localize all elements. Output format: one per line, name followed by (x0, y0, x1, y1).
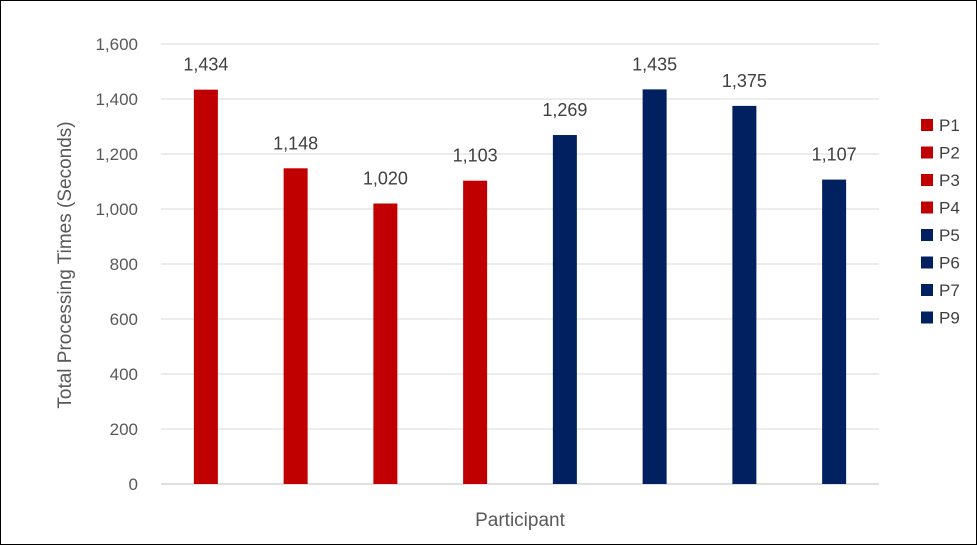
y-tick-label: 800 (110, 255, 138, 274)
bars (193, 89, 847, 485)
legend-label-p2: P2 (939, 144, 960, 163)
bar-p2 (283, 168, 308, 485)
legend-label-p3: P3 (939, 171, 960, 190)
legend-label-p1: P1 (939, 116, 960, 135)
legend-swatch-p6 (921, 256, 933, 269)
data-labels: 1,434 1,148 1,020 1,103 1,269 1,435 1,375 1,107 (183, 54, 856, 188)
legend-label-p6: P6 (939, 254, 960, 273)
legend-swatch-p7 (921, 284, 933, 296)
data-label-p2: 1,148 (273, 133, 318, 153)
y-tick-label: 1,000 (95, 200, 138, 219)
y-tick-label: 400 (110, 365, 138, 384)
bar-p1 (193, 89, 218, 485)
bar-p3 (373, 203, 398, 484)
y-tick-label: 1,600 (95, 35, 138, 54)
y-axis-title: Total Processing Times (Seconds) (55, 121, 76, 408)
legend-label-p7: P7 (939, 281, 960, 300)
y-axis-ticks: 0 200 400 600 800 1,000 1,200 1,400 1,600 (95, 35, 138, 494)
legend-label-p4: P4 (939, 199, 960, 218)
data-label-p7: 1,375 (722, 71, 767, 91)
data-label-p6: 1,435 (632, 54, 677, 74)
bar-p4 (463, 180, 488, 485)
y-tick-label: 1,400 (95, 90, 138, 109)
legend-swatch-p5 (921, 229, 933, 241)
data-label-p1: 1,434 (183, 55, 228, 75)
y-tick-label: 0 (129, 475, 138, 494)
legend-swatch-p3 (921, 174, 933, 186)
legend-label-p5: P5 (939, 226, 960, 245)
bar-p9 (822, 179, 847, 484)
y-tick-label: 600 (110, 310, 138, 329)
data-label-p9: 1,107 (812, 145, 857, 165)
y-tick-label: 1,200 (95, 145, 138, 164)
legend-swatch-p4 (921, 201, 933, 214)
data-label-p5: 1,269 (542, 100, 587, 120)
data-label-p4: 1,103 (453, 146, 498, 166)
legend-swatch-p9 (921, 311, 933, 324)
bar-p5 (552, 135, 577, 484)
legend-swatch-p1 (921, 119, 933, 131)
x-axis-title: Participant (475, 510, 565, 531)
legend-label-p9: P9 (939, 309, 960, 328)
bar-p7 (732, 105, 757, 484)
legend: P1 P2 P3 P4 P5 P6 P7 P9 (921, 116, 960, 328)
y-tick-label: 200 (110, 420, 138, 439)
legend-swatch-p2 (921, 146, 933, 159)
data-label-p3: 1,020 (363, 169, 408, 189)
gridlines (161, 43, 879, 485)
bar-p6 (642, 89, 667, 484)
